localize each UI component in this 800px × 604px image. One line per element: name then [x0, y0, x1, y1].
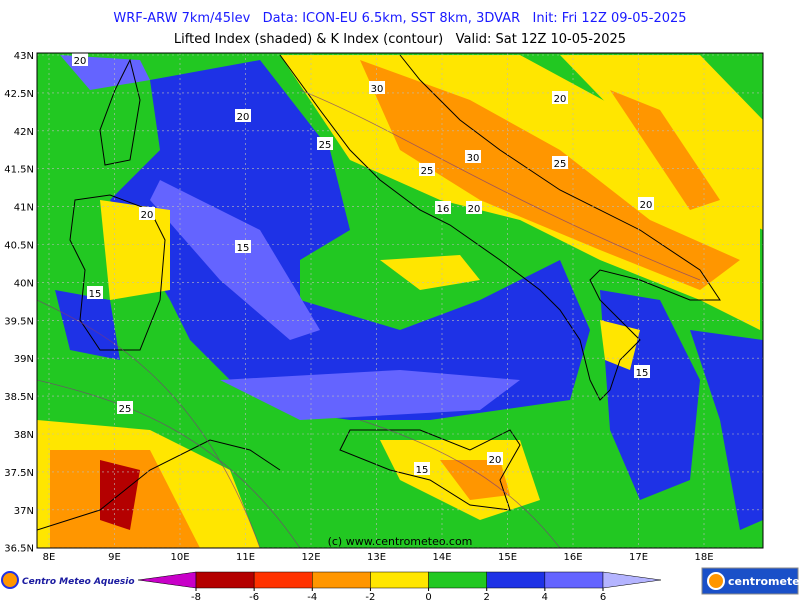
contour-label-box [466, 201, 482, 214]
contour-label: 30 [467, 153, 480, 164]
colorbar-low [137, 571, 197, 589]
title: WRF-ARW 7km/45lev Data: ICON-EU 6.5km, S… [113, 11, 686, 26]
lat-label: 38.5N [4, 392, 34, 403]
contour-label: 15 [89, 289, 102, 300]
lon-label: 17E [629, 552, 648, 563]
colorbar-tick-label: 2 [484, 592, 490, 600]
contour-label-box [634, 365, 650, 378]
lat-label: 41.5N [4, 165, 34, 176]
contour-label-box [552, 91, 568, 104]
lon-label: 9E [108, 552, 121, 563]
colorbar-tick-label: 0 [425, 592, 431, 600]
contour-label: 30 [371, 84, 384, 95]
lat-label: 42N [14, 127, 34, 138]
contour-label-box [487, 452, 503, 465]
contour-label: 20 [640, 200, 653, 211]
lon-label: 11E [236, 552, 255, 563]
colorbar-segment [486, 571, 546, 589]
contour-label-box [317, 137, 333, 150]
subtitle: Lifted Index (shaded) & K Index (contour… [174, 32, 626, 47]
contour-label-box [87, 286, 103, 299]
contour-label-box [419, 163, 435, 176]
map-frame [36, 52, 764, 549]
colorbar-segment [428, 571, 487, 589]
contour-label: 20 [489, 455, 502, 466]
colorbar-tick-label: 4 [542, 592, 548, 600]
lat-label: 40N [14, 278, 34, 289]
contour-label: 20 [141, 210, 154, 221]
contour-label: 20 [74, 56, 87, 67]
copyright: (c) www.centrometeo.com [328, 535, 473, 548]
contour-label-box [117, 401, 133, 414]
contour-label: 25 [119, 404, 132, 415]
lat-label: 37.5N [4, 468, 34, 479]
contour-label: 15 [416, 465, 429, 476]
colorbar-high [602, 571, 662, 589]
contour-label: 20 [237, 112, 250, 123]
contour-label-box [465, 150, 481, 163]
right-logo: centrometeo [701, 567, 800, 595]
lon-label: 10E [170, 552, 189, 563]
lat-label: 39.5N [4, 316, 34, 327]
colorbar-segment [544, 571, 604, 589]
contour-label: 25 [421, 166, 434, 177]
lon-label: 12E [301, 552, 320, 563]
contour-label-box [552, 156, 568, 169]
contour-label-box [235, 109, 251, 122]
colorbar-tick-label: -4 [307, 592, 317, 600]
lat-label: 40.5N [4, 241, 34, 252]
left-logo-text: Centro Meteo Aquesio [22, 577, 135, 587]
lat-label: 43N [14, 51, 34, 62]
lon-label: 8E [43, 552, 56, 563]
contour-label: 25 [319, 140, 332, 151]
lat-label: 38N [14, 430, 34, 441]
contour-label-box [435, 201, 451, 214]
colorbar-segment [195, 571, 255, 589]
contour-label: 15 [636, 368, 649, 379]
contour-label: 16 [437, 204, 450, 215]
colorbar-tick-label: -6 [249, 592, 259, 600]
contour-label: 15 [237, 243, 250, 254]
left-logo: Centro Meteo Aquesio [1, 571, 135, 589]
map-area: 20 20 30 25 20 25 30 25 20 20 16 20 15 15 15 25 15 20 [37, 53, 763, 548]
lon-label: 13E [367, 552, 386, 563]
colorbar-tick-label: -8 [191, 592, 201, 600]
contour-label-box [369, 81, 385, 94]
lat-label: 39N [14, 354, 34, 365]
lon-label: 14E [432, 552, 451, 563]
contour-label: 25 [554, 159, 567, 170]
colorbar-tick-label: 6 [600, 592, 606, 600]
colorbar-segment [312, 571, 371, 589]
right-logo-text: centrometeo [728, 575, 800, 588]
lat-label: 37N [14, 506, 34, 517]
contour-label-box [139, 207, 155, 220]
colorbar-segment [253, 571, 313, 589]
contour-label-box [414, 462, 430, 475]
contour-label: 20 [554, 94, 567, 105]
lon-label: 18E [694, 552, 713, 563]
contour-label-box [72, 53, 88, 66]
lon-label: 15E [498, 552, 517, 563]
contour-label: 20 [468, 204, 481, 215]
lon-label: 16E [563, 552, 582, 563]
lat-label: 36.5N [4, 544, 34, 555]
contour-label-box [235, 240, 251, 253]
colorbar-segment [370, 571, 429, 589]
lat-label: 41N [14, 203, 34, 214]
contour-label-box [638, 197, 654, 210]
colorbar-tick-label: -2 [365, 592, 375, 600]
lat-label: 42.5N [4, 89, 34, 100]
